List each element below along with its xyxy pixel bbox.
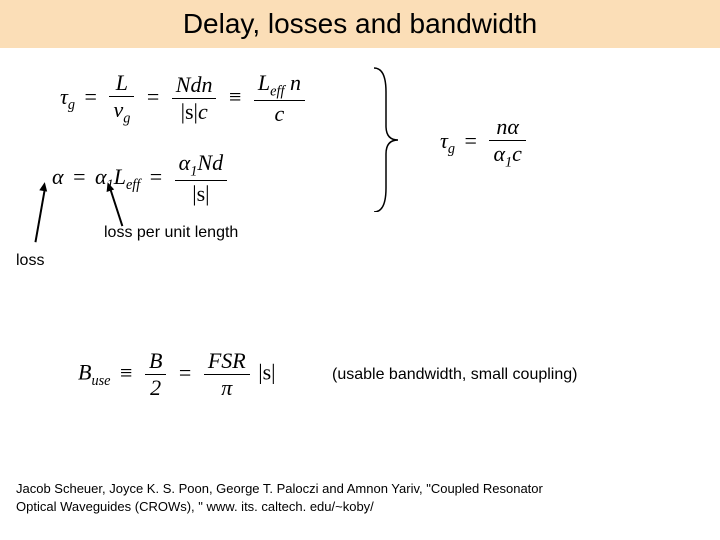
title-bar: Delay, losses and bandwidth — [0, 0, 720, 48]
equation-tau-g: τg = L vg = Ndn |s|c ≡ Leff n c — [60, 70, 308, 127]
arrow-loss-head — [39, 181, 48, 191]
equation-alpha: α = α1Leff = α1Nd |s| — [52, 150, 230, 207]
content-area: τg = L vg = Ndn |s|c ≡ Leff n c α = α1Le… — [0, 48, 720, 540]
annotation-bandwidth: (usable bandwidth, small coupling) — [332, 366, 577, 384]
annotation-loss-per-unit: loss per unit length — [104, 224, 238, 242]
equation-b-use: Buse ≡ B 2 = FSR π |s| — [78, 348, 276, 401]
annotation-loss: loss — [16, 252, 44, 270]
page-title: Delay, losses and bandwidth — [183, 8, 537, 40]
brace-icon — [370, 62, 404, 212]
citation-line2: Optical Waveguides (CROWs), " www. its. … — [16, 498, 696, 516]
citation: Jacob Scheuer, Joyce K. S. Poon, George … — [16, 480, 696, 515]
citation-line1: Jacob Scheuer, Joyce K. S. Poon, George … — [16, 480, 696, 498]
arrow-loss — [34, 188, 46, 243]
equation-tau-g-result: τg = nα α1c — [440, 114, 529, 171]
